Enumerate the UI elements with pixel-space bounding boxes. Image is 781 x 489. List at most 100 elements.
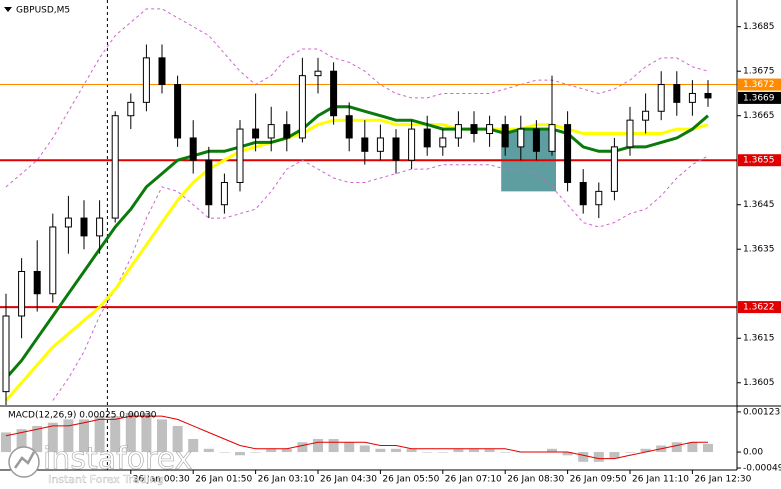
candle-body — [454, 124, 462, 139]
macd-bar — [344, 442, 355, 453]
y-tick-label: 1.3645 — [743, 200, 775, 210]
macd-bar — [375, 448, 386, 453]
candle-body — [2, 315, 10, 393]
y-tick-label: 1.3665 — [743, 111, 775, 121]
macd-bar — [188, 438, 199, 453]
candle-body — [361, 137, 369, 152]
candle-body — [174, 84, 182, 139]
candle-body — [220, 181, 228, 206]
candle-body — [80, 217, 88, 237]
watermark-tagline: Instant Forex Trading — [48, 473, 164, 486]
x-tick-label: 26 Jan 04:30 — [320, 475, 377, 485]
macd-bar — [391, 448, 401, 453]
candle-body — [470, 124, 478, 135]
x-tick-label: 26 Jan 05:50 — [382, 475, 439, 485]
macd-bar — [703, 443, 713, 453]
candle-body — [205, 159, 213, 206]
level-label: 1.3669 — [743, 93, 775, 103]
level-label-bg — [738, 301, 781, 314]
macd-y-tick-label: 0.00 — [743, 448, 763, 458]
macd-bar — [141, 412, 152, 453]
watermark: instaforex Instant Forex Trading — [8, 441, 193, 486]
candle-body — [345, 115, 353, 139]
y-tick-label: 1.3615 — [743, 334, 775, 344]
x-tick-label: 26 Jan 12:30 — [694, 475, 751, 485]
level-label: 1.3655 — [743, 156, 775, 166]
candle-body — [548, 124, 556, 152]
candle-body — [408, 128, 416, 161]
candle-body — [392, 137, 400, 161]
x-tick-label: 26 Jan 00:30 — [133, 475, 190, 485]
indicator-line — [4, 118, 709, 402]
macd-bar — [578, 452, 589, 462]
candle-body — [517, 128, 525, 148]
macd-bar — [157, 419, 167, 453]
watermark-logo — [8, 446, 40, 478]
macd-bar — [328, 438, 339, 453]
macd-bar — [63, 419, 74, 453]
y-tick-label: 1.3635 — [743, 245, 775, 255]
level-label-bg — [738, 154, 781, 167]
candle-body — [127, 101, 135, 117]
candle-body — [158, 57, 166, 86]
macd-bar — [687, 442, 698, 453]
macd-bar — [1, 432, 11, 453]
candle-body — [501, 124, 509, 148]
macd-bar — [484, 448, 495, 453]
macd-bar — [32, 425, 43, 453]
candle-body — [626, 119, 634, 148]
macd-label: MACD(12,26,9) 0.00025 0.00030 — [8, 411, 157, 421]
x-tick-label: 26 Jan 11:10 — [632, 475, 689, 485]
chart-title: GBPUSD,M5 — [16, 6, 70, 16]
x-tick-label: 26 Jan 07:10 — [445, 475, 502, 485]
x-tick-label: 26 Jan 08:30 — [507, 475, 564, 485]
indicator-line — [52, 155, 709, 401]
level-label: 1.3622 — [743, 303, 775, 313]
candle-body — [330, 70, 338, 117]
candle-body — [267, 124, 275, 139]
candle-body — [673, 84, 681, 103]
candle-body — [376, 137, 384, 152]
candle-body — [595, 190, 603, 206]
macd-bar — [422, 452, 433, 453]
x-tick-label: 26 Jan 09:50 — [570, 475, 627, 485]
candle-body — [49, 226, 57, 295]
candle-body — [704, 92, 712, 99]
macd-bar — [359, 445, 370, 453]
macd-y-tick-label: 0.00123 — [743, 407, 780, 417]
candle-body — [314, 70, 322, 77]
macd-bar — [313, 438, 323, 453]
candle-body — [236, 128, 244, 183]
candle-body — [439, 137, 447, 148]
macd-bar — [671, 442, 682, 453]
candle-body — [18, 270, 26, 317]
candle-body — [657, 84, 665, 112]
indicator-line — [4, 105, 709, 380]
candle-body — [283, 124, 291, 139]
candle-body — [252, 128, 260, 139]
candle-body — [189, 137, 197, 161]
y-tick-label: 1.3685 — [743, 22, 775, 32]
level-label-bg — [738, 91, 781, 104]
macd-bar — [640, 448, 651, 453]
candle-body — [532, 128, 540, 152]
macd-bar — [437, 452, 448, 453]
candle-body — [64, 217, 72, 228]
macd-bar — [16, 429, 27, 453]
macd-bar — [453, 448, 464, 453]
candle-body — [564, 124, 572, 183]
macd-bar — [94, 416, 105, 453]
macd-bar — [250, 452, 261, 453]
candle-body — [96, 217, 104, 237]
macd-bar — [47, 422, 58, 453]
x-tick-label: 26 Jan 03:10 — [258, 475, 315, 485]
macd-bar — [625, 452, 635, 453]
candle-body — [688, 92, 696, 103]
level-label: 1.3672 — [743, 80, 775, 90]
candle-body — [142, 57, 150, 103]
macd-bar — [110, 416, 121, 453]
macd-bar — [297, 442, 308, 453]
